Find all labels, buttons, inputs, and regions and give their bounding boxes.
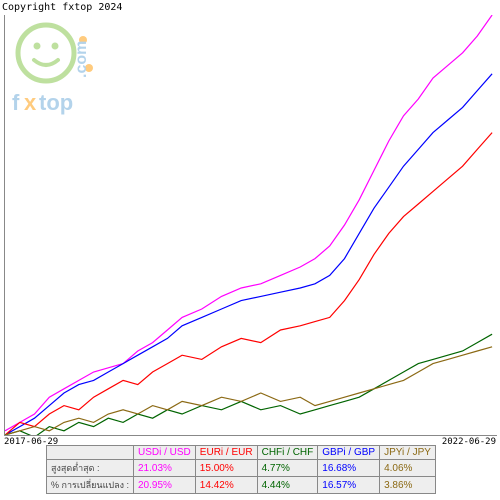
line-chart	[4, 15, 497, 436]
legend-cell: 21.03%	[134, 460, 196, 477]
legend-cell: 14.42%	[195, 477, 257, 494]
legend-cell: 4.06%	[380, 460, 436, 477]
legend-cell: 15.00%	[195, 460, 257, 477]
legend-cell: 16.68%	[318, 460, 380, 477]
legend-cell: 20.95%	[134, 477, 196, 494]
legend-cell: 4.44%	[257, 477, 318, 494]
copyright-text: Copyright fxtop 2024	[2, 2, 122, 13]
series-euri-eur	[5, 133, 492, 435]
legend-header-usdi---usd: USDi / USD	[134, 446, 196, 460]
legend-cell: 3.86%	[380, 477, 436, 494]
legend-header-euri---eur: EURi / EUR	[195, 446, 257, 460]
legend-header-jpyi---jpy: JPYi / JPY	[380, 446, 436, 460]
legend-row-label: สูงสุดต่ำสุด :	[47, 460, 134, 477]
legend-header-chfi---chf: CHFi / CHF	[257, 446, 318, 460]
legend-cell: 16.57%	[318, 477, 380, 494]
legend-cell: 4.77%	[257, 460, 318, 477]
legend-corner	[47, 446, 134, 460]
legend-header-gbpi---gbp: GBPi / GBP	[318, 446, 380, 460]
legend-row-label: % การเปลี่ยนแปลง :	[47, 477, 134, 494]
legend-table: USDi / USDEURi / EURCHFi / CHFGBPi / GBP…	[46, 445, 436, 494]
series-usdi-usd	[5, 15, 492, 431]
xaxis-end-label: 2022-06-29	[442, 437, 496, 447]
series-jpyi-jpy	[5, 347, 492, 435]
